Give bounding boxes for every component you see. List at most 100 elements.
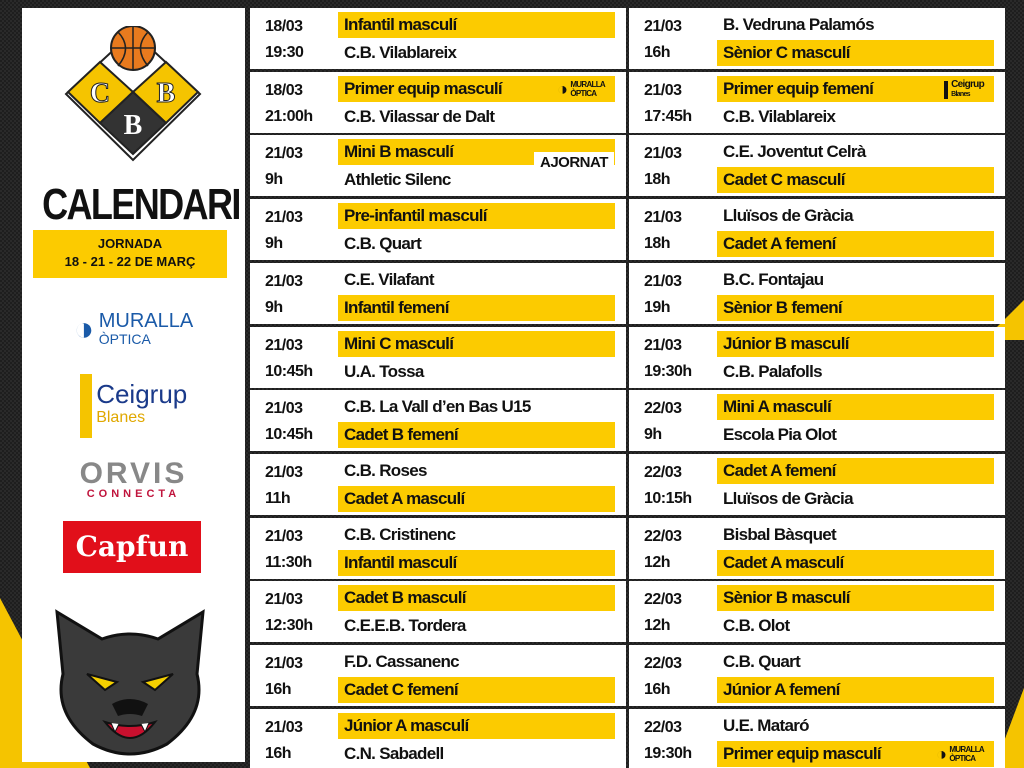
opponent-text: C.N. Sabadell — [344, 744, 444, 763]
sponsor-ceigrup: Ceigrup Blanes — [22, 374, 245, 438]
category-text: Primer equip masculí — [344, 79, 503, 98]
match-date: 22/03 — [644, 591, 682, 608]
status-badge: AJORNAT — [534, 152, 614, 174]
sponsor-muralla: ◑ MURALLA ÒPTICA — [73, 309, 194, 348]
svg-text:C: C — [90, 78, 110, 109]
opponent-text: C.B. Vilablareix — [344, 43, 457, 62]
match-date: 21/03 — [265, 337, 303, 354]
match-card: 22/03 10:15h Cadet A femení Lluïsos de Gràc… — [629, 454, 1005, 515]
category-text: Mini A masculí — [723, 397, 832, 416]
opponent-label: C.B. Palafolls — [717, 359, 994, 385]
jornada-label: JORNADA — [97, 236, 163, 251]
opponent-text: Escola Pia Olot — [723, 425, 837, 444]
match-card: 21/03 9h Mini B masculí Athletic Silenc AJOR… — [250, 135, 626, 196]
opponent-label: C.B. Vilassar de Dalt — [338, 104, 615, 130]
opponent-label: U.E. Mataró — [717, 713, 994, 739]
ceigrup-logo-text: Ceigrup Blanes — [951, 79, 985, 99]
category-text: Sènior B femení — [723, 298, 843, 317]
match-date: 21/03 — [265, 655, 303, 672]
match-date: 22/03 — [644, 528, 682, 545]
match-time: 11h — [265, 490, 291, 507]
category-text: Infantil masculí — [344, 15, 457, 34]
opponent-label: C.E.E.B. Tordera — [338, 613, 615, 639]
match-date: 21/03 — [265, 209, 303, 226]
svg-text:B: B — [124, 110, 143, 141]
sidebar: C B B CALENDARI JORNADA 18 - 21 - 22 DE … — [22, 8, 245, 762]
match-card: 21/03 11:30h C.B. Cristinenc Infantil mascu… — [250, 518, 626, 579]
category-label: Cadet B femení — [338, 422, 615, 448]
category-text: Júnior B masculí — [723, 334, 849, 353]
category-label: Primer equip femení Ceigrup Blanes — [717, 76, 994, 102]
opponent-text: C.B. Vilablareix — [723, 107, 836, 126]
opponent-text: C.B. Olot — [723, 616, 790, 635]
match-card: 18/03 21:00h Primer equip masculí ◑ MURALLA Ò… — [250, 72, 626, 133]
panther-mascot-icon — [55, 609, 205, 756]
match-date: 18/03 — [265, 18, 303, 35]
category-label: Cadet A masculí — [717, 550, 994, 576]
category-label: Sènior B masculí — [717, 585, 994, 611]
sponsor-badge-muralla: ◑ MURALLA ÒPTICA — [557, 80, 606, 99]
match-card: 18/03 19:30 Infantil masculí C.B. Vilablare… — [250, 8, 626, 69]
category-label: Cadet A femení — [717, 458, 994, 484]
match-date: 21/03 — [644, 337, 682, 354]
sponsor-orvis: ORVIS CONNECTA — [79, 457, 188, 501]
category-text: Mini C masculí — [344, 334, 454, 353]
sponsor-capfun: Capfun — [63, 521, 201, 573]
opponent-text: C.B. La Vall d’en Bas U15 — [344, 397, 531, 416]
match-date: 21/03 — [265, 719, 303, 736]
match-card: 21/03 18h C.E. Joventut Celrà Cadet C mascu… — [629, 135, 1005, 196]
category-label: Mini C masculí — [338, 331, 615, 357]
category-label: Júnior A masculí — [338, 713, 615, 739]
match-date: 21/03 — [265, 591, 303, 608]
category-label: Infantil masculí — [338, 550, 615, 576]
opponent-label: C.B. Quart — [338, 231, 615, 257]
match-card: 21/03 16h B. Vedruna Palamós Sènior C mascu… — [629, 8, 1005, 69]
match-card: 21/03 10:45h C.B. La Vall d’en Bas U15 Cade… — [250, 390, 626, 451]
match-date: 21/03 — [265, 145, 303, 162]
page-title: CALENDARI — [42, 180, 241, 229]
category-text: Cadet B masculí — [344, 588, 466, 607]
match-card: 21/03 16h F.D. Cassanenc Cadet C femení — [250, 645, 626, 706]
opponent-text: U.E. Mataró — [723, 716, 810, 735]
category-label: Sènior B femení — [717, 295, 994, 321]
match-time: 16h — [644, 44, 671, 61]
match-date: 22/03 — [644, 655, 682, 672]
opponent-text: C.B. Cristinenc — [344, 525, 456, 544]
opponent-label: U.A. Tossa — [338, 359, 615, 385]
match-card: 21/03 19h B.C. Fontajau Sènior B femení — [629, 263, 1005, 324]
match-card: 21/03 12:30h Cadet B masculí C.E.E.B. Torde… — [250, 581, 626, 642]
match-card: 21/03 16h Júnior A masculí C.N. Sabadell — [250, 709, 626, 768]
opponent-text: C.B. Quart — [723, 652, 801, 671]
opponent-label: C.B. Vilablareix — [338, 40, 615, 66]
match-card: 21/03 9h Pre-infantil masculí C.B. Quart — [250, 199, 626, 260]
muralla-logo-text: MURALLA ÒPTICA — [949, 745, 984, 763]
opponent-text: C.B. Palafolls — [723, 362, 823, 381]
opponent-text: B.C. Fontajau — [723, 270, 824, 289]
opponent-text: Bisbal Bàsquet — [723, 525, 837, 544]
category-label: Mini A masculí — [717, 394, 994, 420]
muralla-logo-icon: ◑ — [936, 743, 947, 764]
match-time: 19:30 — [265, 44, 304, 61]
opponent-text: Athletic Silenc — [344, 170, 451, 189]
match-time: 17:45h — [644, 108, 692, 125]
opponent-label: Athletic Silenc — [338, 167, 615, 193]
opponent-label: C.E. Joventut Celrà — [717, 139, 994, 165]
jornada-box: JORNADA 18 - 21 - 22 DE MARÇ — [33, 230, 227, 278]
category-text: Júnior A femení — [723, 680, 840, 699]
match-card: 22/03 16h C.B. Quart Júnior A femení — [629, 645, 1005, 706]
club-logo: C B B — [64, 26, 202, 162]
category-text: Infantil femení — [344, 298, 449, 317]
match-time: 21:00h — [265, 108, 313, 125]
category-label: Infantil masculí — [338, 12, 615, 38]
opponent-label: C.B. Quart — [717, 649, 994, 675]
match-time: 16h — [265, 681, 292, 698]
match-time: 12h — [644, 554, 671, 571]
opponent-label: C.B. Vilablareix — [717, 104, 994, 130]
match-card: 22/03 9h Mini A masculí Escola Pia Olot — [629, 390, 1005, 451]
opponent-text: Lluïsos de Gràcia — [723, 489, 854, 508]
sponsor-badge-muralla: ◑ MURALLA ÒPTICA — [936, 743, 985, 764]
match-time: 12:30h — [265, 617, 313, 634]
opponent-label: C.B. La Vall d’en Bas U15 — [338, 394, 615, 420]
category-text: Cadet A masculí — [723, 553, 844, 572]
category-label: Pre-infantil masculí — [338, 203, 615, 229]
